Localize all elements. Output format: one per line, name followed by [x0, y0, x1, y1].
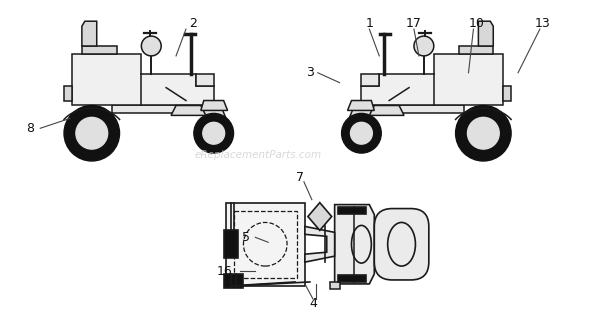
Polygon shape [225, 203, 305, 286]
Circle shape [203, 122, 225, 144]
Polygon shape [201, 106, 225, 117]
Circle shape [350, 122, 372, 144]
Polygon shape [337, 275, 366, 282]
Circle shape [194, 113, 234, 153]
Text: 13: 13 [535, 17, 550, 30]
Text: 1: 1 [365, 17, 373, 30]
Circle shape [455, 106, 511, 161]
Text: 5: 5 [242, 231, 250, 244]
Polygon shape [305, 227, 335, 262]
Polygon shape [348, 100, 374, 110]
Polygon shape [330, 282, 340, 289]
Polygon shape [64, 86, 72, 100]
Circle shape [467, 117, 499, 149]
Circle shape [142, 36, 161, 56]
Text: 10: 10 [468, 17, 484, 30]
Polygon shape [349, 106, 374, 117]
Polygon shape [458, 46, 493, 54]
Circle shape [342, 113, 381, 153]
Polygon shape [224, 230, 238, 258]
FancyBboxPatch shape [374, 209, 429, 280]
Polygon shape [337, 207, 366, 213]
Polygon shape [478, 21, 493, 46]
Polygon shape [171, 106, 206, 116]
Polygon shape [224, 274, 244, 288]
Polygon shape [82, 46, 117, 54]
Text: 2: 2 [189, 17, 197, 30]
Circle shape [76, 117, 107, 149]
Polygon shape [72, 54, 214, 106]
Text: 17: 17 [406, 17, 422, 30]
Polygon shape [82, 21, 97, 46]
Text: eReplacementParts.com: eReplacementParts.com [195, 150, 322, 160]
Text: 8: 8 [27, 122, 34, 135]
Text: 3: 3 [306, 66, 314, 79]
Polygon shape [362, 74, 379, 86]
Polygon shape [201, 100, 228, 110]
Text: 16: 16 [217, 265, 232, 277]
Polygon shape [196, 74, 214, 86]
Polygon shape [362, 54, 503, 106]
Text: 7: 7 [296, 171, 304, 184]
Polygon shape [369, 106, 404, 116]
Text: 4: 4 [309, 297, 317, 310]
Circle shape [64, 106, 120, 161]
Polygon shape [112, 106, 206, 113]
Polygon shape [369, 106, 464, 113]
Polygon shape [308, 203, 332, 230]
Circle shape [414, 36, 434, 56]
Polygon shape [335, 204, 374, 284]
Polygon shape [503, 86, 511, 100]
